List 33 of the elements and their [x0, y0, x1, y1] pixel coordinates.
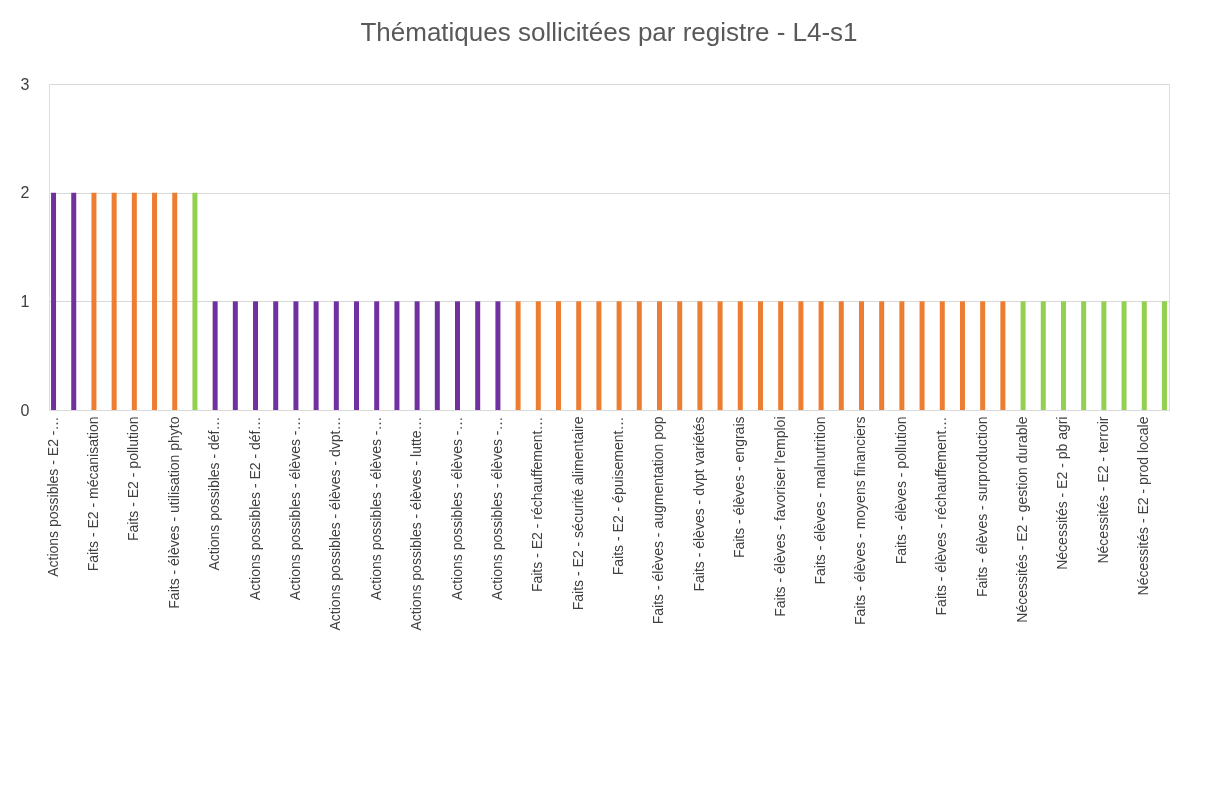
x-tick-label: Faits - E2 - mécanisation: [84, 416, 101, 572]
y-tick-label: 0: [20, 401, 30, 419]
x-tick-label: Faits - élèves - malnutrition: [812, 416, 829, 585]
x-tick-label: Faits - élèves - augmentation pop: [650, 416, 667, 625]
x-tick-label: Faits - élèves - engrais: [731, 416, 748, 559]
x-tick-label: Faits - E2 - épuisement…: [610, 416, 627, 576]
x-tick-label: Actions possibles - élèves -…: [286, 416, 303, 601]
x-tick-label: Actions possibles - élèves - lutte…: [408, 416, 425, 631]
x-tick-label: Faits - élèves - réchauffement…: [933, 416, 950, 616]
x-tick-label: Faits - élèves - dvpt variétés: [690, 416, 707, 592]
x-tick-label: Actions possibles - élèves -…: [488, 416, 505, 601]
x-tick-label: Nécessités - E2 - pb agri: [1054, 416, 1071, 570]
x-tick-label: Faits - élèves - pollution: [892, 416, 909, 565]
x-tick-label: Actions possibles - déf…: [206, 416, 223, 571]
x-tick-label: Actions possibles - élèves -…: [448, 416, 465, 601]
x-tick-label: Faits - élèves - moyens financiers: [852, 416, 869, 626]
x-tick-label: Faits - E2 - réchauffement…: [529, 416, 546, 593]
x-tick-label: Faits - E2 - sécurité alimentaire: [569, 416, 586, 611]
y-tick-label: 3: [20, 75, 30, 93]
x-tick-label: Faits - élèves - favoriser l'emploi: [771, 416, 788, 617]
x-tick-label: Actions possibles - E2 -…: [44, 416, 61, 577]
x-tick-label: Nécessités - E2 - prod locale: [1135, 416, 1152, 596]
x-tick-label: Faits - élèves - surproduction: [973, 416, 990, 598]
chart-title: Thématiques sollicitées par registre - L4-s1: [360, 17, 858, 47]
y-tick-label: 1: [20, 292, 30, 310]
y-tick-label: 2: [20, 184, 30, 202]
x-tick-label: Faits - E2 - pollution: [125, 416, 142, 541]
x-tick-label: Actions possibles - élèves -…: [367, 416, 384, 601]
x-tick-label: Faits - élèves - utilisation phyto: [165, 416, 182, 609]
x-tick-label: Actions possibles - E2 - déf…: [246, 416, 263, 601]
x-tick-label: Nécessités - E2 - terroir: [1094, 416, 1111, 564]
x-tick-label: Actions possibles - élèves - dvpt…: [327, 416, 344, 631]
x-tick-label: Nécessités - E2 - gestion durable: [1014, 416, 1031, 623]
